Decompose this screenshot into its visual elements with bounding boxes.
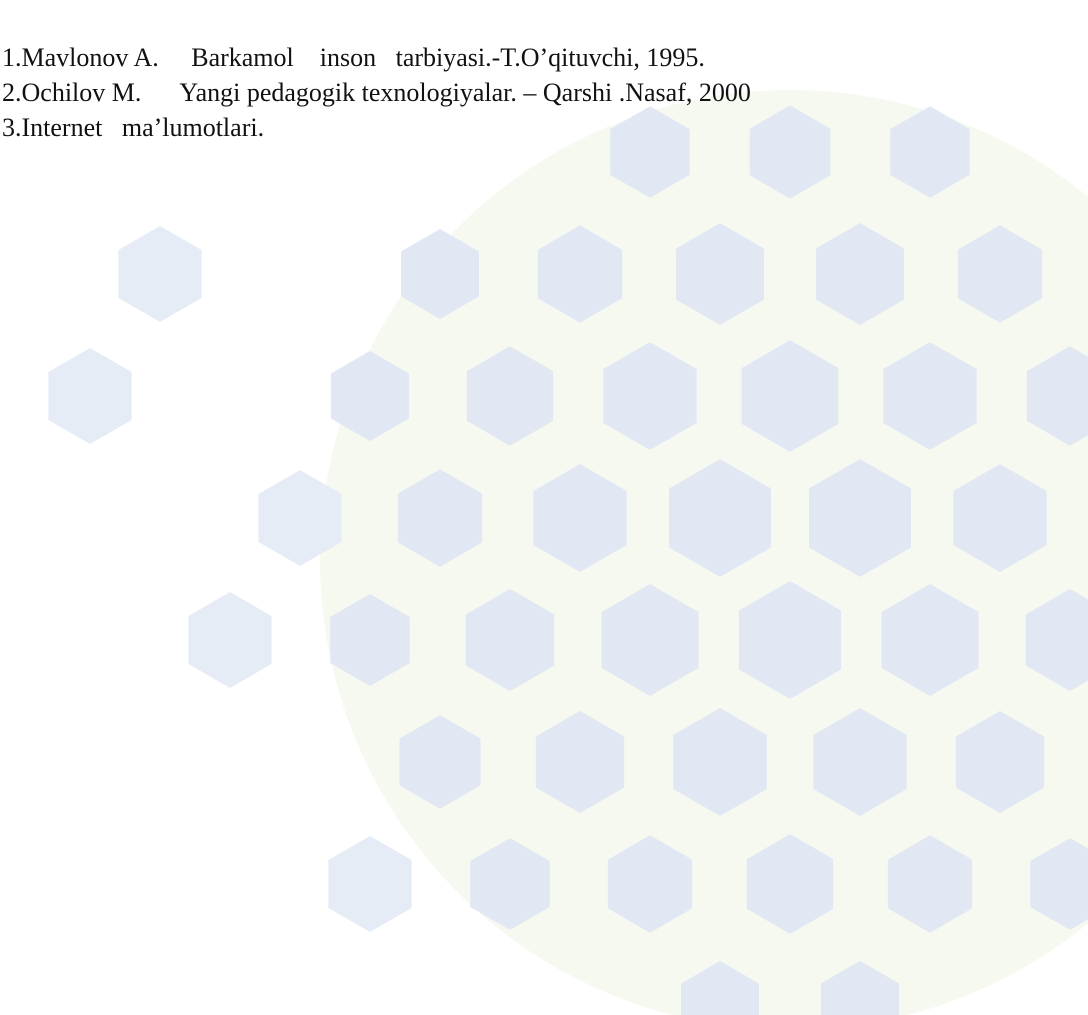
hexagon xyxy=(188,592,271,688)
reference: 1.Mavlonov A. Barkamol inson tarbiyasi.-… xyxy=(2,40,1088,75)
background-globe xyxy=(0,0,1088,1015)
hexagon xyxy=(48,348,131,444)
page: 1.Mavlonov A. Barkamol inson tarbiyasi.-… xyxy=(0,0,1088,1015)
reference: 2.Ochilov M. Yangi pedagogik texnologiya… xyxy=(2,75,1088,110)
reference-list: 1.Mavlonov A. Barkamol inson tarbiyasi.-… xyxy=(2,40,1088,145)
hexagon xyxy=(328,836,411,932)
reference: 3.Internet ma’lumotlari. xyxy=(2,110,1088,145)
hexagon xyxy=(118,226,201,322)
